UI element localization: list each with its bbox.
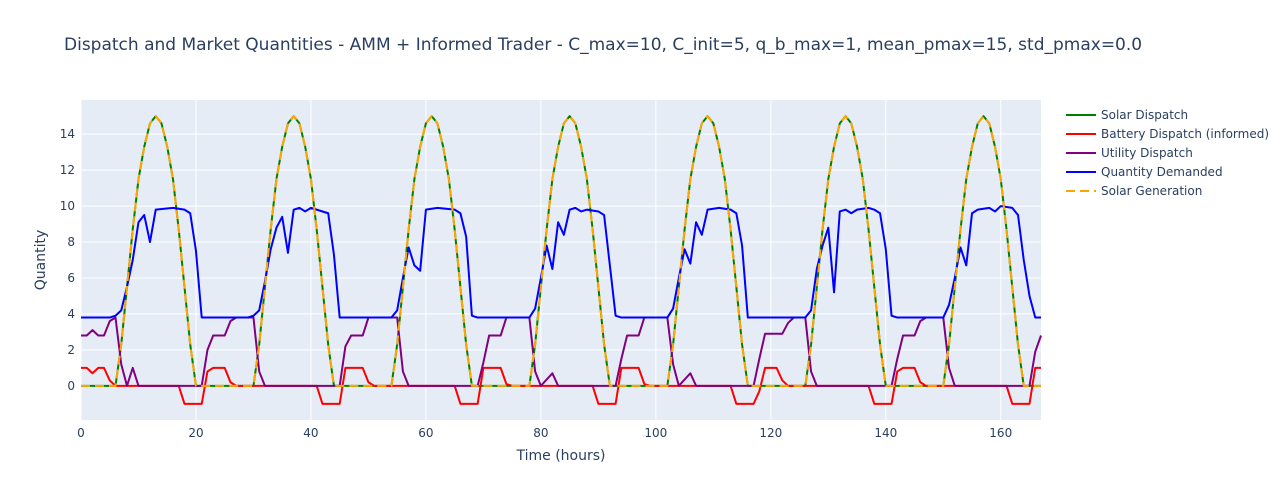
legend-item-quantity-demanded[interactable]: Quantity Demanded xyxy=(1066,165,1223,179)
y-tick-label: 12 xyxy=(60,163,75,177)
legend-item-solar-dispatch[interactable]: Solar Dispatch xyxy=(1066,108,1188,122)
tick-layer: 0 20 40 60 80 100 120 140 160 0 2 4 6 8 10 12 14 xyxy=(60,127,1012,440)
x-tick-label: 80 xyxy=(533,426,548,440)
y-axis-title: Quantity xyxy=(33,230,49,291)
y-tick-label: 2 xyxy=(67,343,75,357)
series-line-utility-dispatch[interactable] xyxy=(81,316,1042,387)
legend-item-battery-dispatch-informed[interactable]: Battery Dispatch (informed) xyxy=(1066,127,1269,141)
legend-item-utility-dispatch[interactable]: Utility Dispatch xyxy=(1066,146,1193,160)
plot-area xyxy=(81,100,1041,420)
x-tick-label: 160 xyxy=(989,426,1012,440)
x-tick-label: 0 xyxy=(77,426,85,440)
series-line-solar-generation[interactable] xyxy=(81,115,1041,387)
y-tick-label: 8 xyxy=(67,235,75,249)
y-tick-label: 0 xyxy=(67,379,75,393)
y-tick-label: 4 xyxy=(67,307,75,321)
series-layer xyxy=(81,115,1042,405)
x-axis-title: Time (hours) xyxy=(516,448,606,464)
legend-label: Quantity Demanded xyxy=(1101,165,1223,179)
legend[interactable]: Solar Dispatch Battery Dispatch (informed… xyxy=(1066,108,1269,198)
x-tick-label: 100 xyxy=(644,426,667,440)
x-tick-label: 140 xyxy=(874,426,897,440)
legend-label: Solar Dispatch xyxy=(1101,108,1188,122)
y-tick-label: 10 xyxy=(60,199,75,213)
chart-title: Dispatch and Market Quantities - AMM + I… xyxy=(64,35,1142,55)
series-line-quantity-demanded[interactable] xyxy=(81,205,1041,319)
y-tick-label: 14 xyxy=(60,127,75,141)
legend-label: Solar Generation xyxy=(1101,184,1202,198)
x-tick-label: 40 xyxy=(303,426,318,440)
x-tick-label: 20 xyxy=(188,426,203,440)
legend-label: Utility Dispatch xyxy=(1101,146,1193,160)
y-tick-label: 6 xyxy=(67,271,75,285)
x-tick-label: 120 xyxy=(759,426,782,440)
legend-label: Battery Dispatch (informed) xyxy=(1101,127,1269,141)
x-tick-label: 60 xyxy=(418,426,433,440)
legend-item-solar-generation[interactable]: Solar Generation xyxy=(1066,184,1202,198)
